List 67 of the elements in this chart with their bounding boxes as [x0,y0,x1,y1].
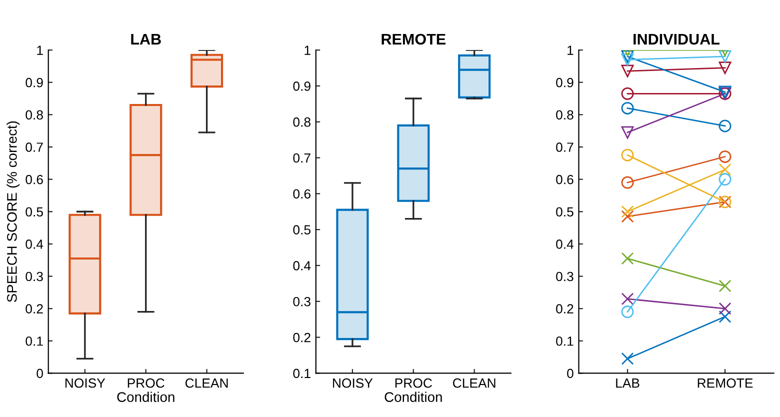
y-tick-label: 0.7 [556,142,574,152]
point [718,310,732,323]
y-tick-label: 0.9 [293,82,310,91]
y-tick-label: 0.4 [556,240,574,249]
point [621,252,634,265]
y-tick-label: 0.8 [556,110,574,120]
chart-title: REMOTE [382,34,446,45]
y-tick-label: 0 [36,368,43,378]
point [621,352,634,365]
point [621,87,634,100]
point [718,120,732,132]
point [621,306,634,318]
y-tick-label: 0.9 [556,78,574,88]
x-tick-label: NOISY [333,378,373,388]
x-axis-title: Condition [117,392,174,402]
x-tick-label: CLEAN [453,378,496,388]
point [621,205,634,218]
y-tick-label: 0.9 [26,78,43,88]
y-tick-label: 0.1 [293,368,310,378]
y-tick-label: 0.2 [556,304,574,314]
y-tick-label: 0.5 [556,207,574,217]
y-tick-label: 0.1 [26,336,43,346]
point [718,280,732,292]
point [718,50,732,63]
x-tick-label: PROC [128,378,164,388]
x-tick-label: LAB [616,378,640,388]
x-tick-label: PROC [395,378,432,388]
y-tick-label: 0.5 [293,225,310,234]
y-tick-label: 0.4 [293,261,311,270]
point [621,102,634,114]
y-tick-label: 0.6 [293,189,310,199]
x-tick-label: CLEAN [185,378,228,388]
point [621,53,634,66]
y-tick-label: 0.2 [293,332,310,342]
y-tick-label: 0.3 [556,272,574,282]
x-axis-title: Condition [384,392,442,402]
point [718,173,732,186]
y-tick-label: 0.3 [293,296,310,306]
point [718,163,732,176]
y-tick-label: 0.6 [556,174,574,184]
y-tick-label: 1 [304,46,310,55]
chart-title: LAB [131,34,161,44]
y-tick-label: 0.8 [26,110,43,120]
point [621,176,634,189]
y-axis-title: SPEECH SCORE (% correct) [6,121,20,302]
y-tick-label: 0 [567,368,574,378]
y-tick-label: 0.3 [26,272,43,282]
point [718,62,732,74]
y-tick-label: 0.1 [556,336,574,346]
y-tick-label: 0.7 [26,142,43,152]
x-tick-label: REMOTE [698,378,753,388]
y-tick-label: 1 [37,46,43,55]
point [718,150,732,163]
point [621,50,634,63]
y-tick-label: 1 [568,46,574,55]
y-tick-label: 0.6 [26,174,43,184]
point [718,302,732,315]
y-tick-label: 0.5 [26,207,43,217]
y-tick-label: 0.8 [293,117,310,127]
y-tick-label: 0.7 [293,153,310,163]
y-tick-label: 0.2 [26,304,43,314]
chart-title: INDIVIDUAL [634,34,720,45]
x-tick-label: NOISY [65,378,106,388]
point [621,210,634,223]
point [621,64,634,78]
y-tick-label: 0.4 [26,240,44,249]
point [621,292,634,306]
